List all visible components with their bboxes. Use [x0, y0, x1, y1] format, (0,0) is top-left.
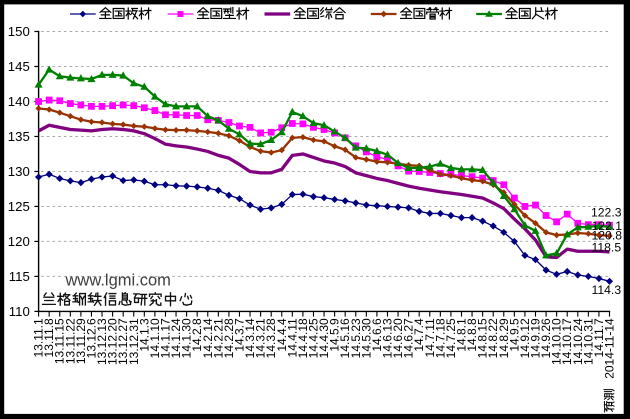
svg-text:14.7.18: 14.7.18 [433, 318, 447, 358]
svg-text:14.11.7: 14.11.7 [592, 318, 606, 357]
svg-text:130: 130 [8, 164, 30, 179]
svg-text:14.5.16: 14.5.16 [338, 318, 352, 358]
svg-text:13.12.13: 13.12.13 [95, 318, 109, 365]
svg-text:14.9.12: 14.9.12 [518, 318, 532, 358]
svg-text:115: 115 [9, 269, 30, 284]
svg-text:14.5.9: 14.5.9 [328, 318, 342, 352]
svg-text:14.4.11: 14.4.11 [285, 318, 299, 357]
svg-text:120.8: 120.8 [592, 229, 623, 243]
svg-text:14.1.24: 14.1.24 [169, 318, 183, 358]
svg-text:120: 120 [8, 234, 30, 249]
svg-text:118.5: 118.5 [592, 241, 622, 255]
svg-text:14.4.18: 14.4.18 [296, 318, 310, 358]
svg-text:13.12.20: 13.12.20 [106, 318, 120, 365]
svg-text:14.1.30: 14.1.30 [180, 318, 194, 358]
svg-text:14.10.17: 14.10.17 [560, 318, 574, 365]
svg-text:14.10.31: 14.10.31 [581, 318, 595, 365]
svg-text:14.8.8: 14.8.8 [465, 318, 479, 352]
svg-text:14.1.17: 14.1.17 [158, 318, 172, 358]
svg-text:14.9.5: 14.9.5 [507, 318, 521, 352]
svg-text:14.8.15: 14.8.15 [476, 318, 490, 358]
svg-text:14.9.19: 14.9.19 [528, 318, 542, 358]
svg-text:14.3.14: 14.3.14 [243, 318, 257, 358]
svg-text:14.7.25: 14.7.25 [444, 318, 458, 358]
svg-text:14.5.30: 14.5.30 [359, 318, 373, 358]
svg-text:122.1: 122.1 [592, 219, 623, 233]
svg-text:www.lgmi.com: www.lgmi.com [65, 271, 171, 289]
svg-text:135: 135 [8, 129, 30, 144]
svg-text:13.11.29: 13.11.29 [74, 318, 88, 364]
svg-text:14.6.13: 14.6.13 [380, 318, 394, 358]
svg-text:14.2.21: 14.2.21 [211, 318, 225, 358]
svg-text:14.3.7: 14.3.7 [232, 318, 246, 352]
svg-text:140: 140 [8, 94, 30, 109]
svg-text:122.3: 122.3 [591, 206, 622, 220]
svg-text:13.11.1: 13.11.1 [32, 318, 46, 357]
svg-text:14.5.23: 14.5.23 [349, 318, 363, 358]
svg-text:13.12.6: 13.12.6 [84, 318, 98, 358]
svg-text:14.8.29: 14.8.29 [497, 318, 511, 358]
svg-text:13.11.22: 13.11.22 [63, 318, 77, 364]
svg-text:14.10.10: 14.10.10 [550, 318, 564, 365]
svg-text:14.8.1: 14.8.1 [454, 318, 468, 352]
svg-text:2014-11-14: 2014-11-14 [603, 318, 617, 379]
svg-text:13.11.8: 13.11.8 [42, 318, 56, 357]
svg-text:14.2.8: 14.2.8 [190, 318, 204, 352]
svg-text:14.7.11: 14.7.11 [423, 318, 437, 357]
svg-text:150: 150 [8, 24, 30, 39]
svg-text:14.3.21: 14.3.21 [254, 318, 268, 358]
svg-text:13.11.15: 13.11.15 [53, 318, 67, 364]
svg-text:14.3.28: 14.3.28 [264, 318, 278, 358]
svg-text:14.1.10: 14.1.10 [148, 318, 162, 358]
svg-text:110: 110 [9, 304, 30, 319]
svg-text:145: 145 [8, 59, 30, 74]
svg-text:14.9.26: 14.9.26 [539, 318, 553, 358]
svg-text:14.2.14: 14.2.14 [201, 318, 215, 358]
svg-text:13.12.27: 13.12.27 [116, 318, 130, 365]
svg-text:14.8.22: 14.8.22 [486, 318, 500, 358]
svg-text:14.10.24: 14.10.24 [571, 318, 585, 365]
svg-text:14.4.4: 14.4.4 [275, 318, 289, 352]
svg-text:14.7.4: 14.7.4 [412, 318, 426, 352]
svg-text:125: 125 [8, 199, 30, 214]
svg-text:114.3: 114.3 [592, 283, 622, 297]
svg-text:14.4.30: 14.4.30 [317, 318, 331, 358]
svg-text:14.6.6: 14.6.6 [370, 318, 384, 352]
svg-text:14.4.25: 14.4.25 [306, 318, 320, 358]
svg-text:14.6.20: 14.6.20 [391, 318, 405, 358]
svg-text:14.1.3: 14.1.3 [137, 318, 151, 352]
svg-text:14.2.28: 14.2.28 [222, 318, 236, 358]
svg-text:14.6.27: 14.6.27 [402, 318, 416, 358]
svg-text:13.12.31: 13.12.31 [127, 318, 141, 365]
